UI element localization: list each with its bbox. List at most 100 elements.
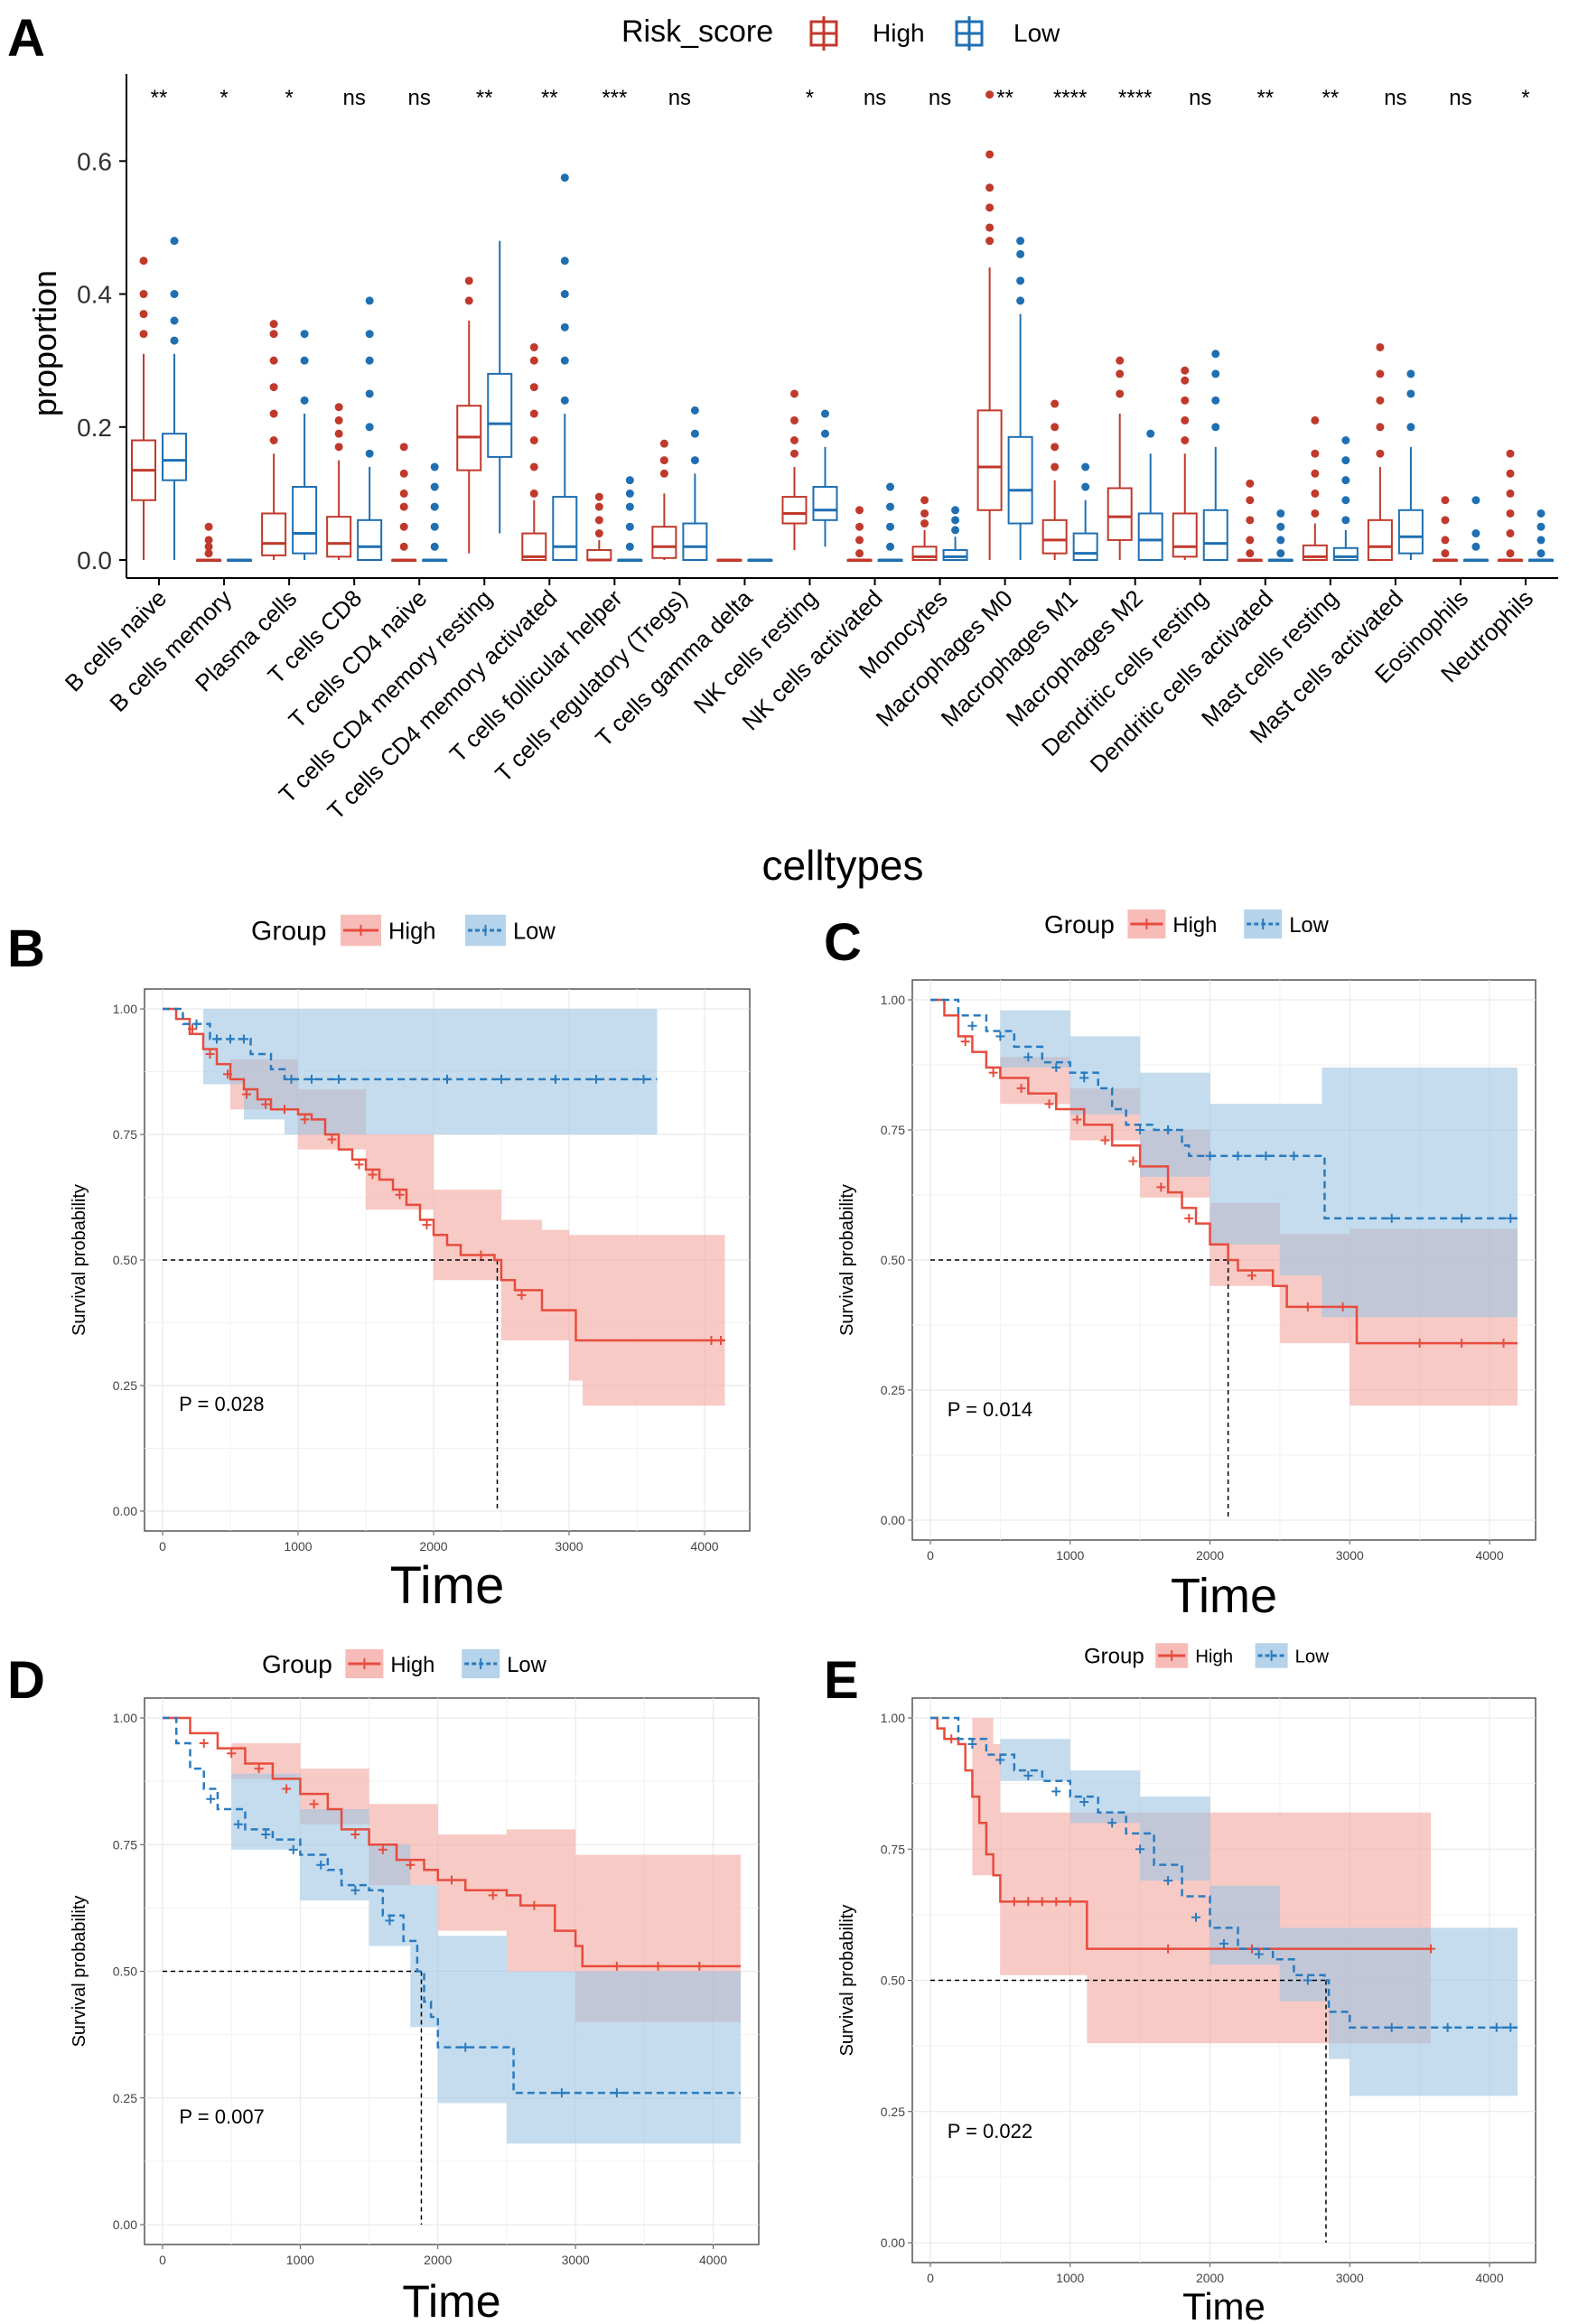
boxplot-a-outlier: [300, 356, 309, 365]
boxplot-a-box-high: [1302, 415, 1328, 561]
boxplot-a-significance: ***: [602, 86, 627, 110]
boxplot-a-outlier: [985, 237, 995, 246]
km-b-censor-mark: [188, 1024, 197, 1034]
km-e-censor-mark: [1079, 1797, 1089, 1806]
km-d-censor-mark: [206, 1794, 216, 1804]
boxplot-a-outlier: [985, 223, 995, 232]
boxplot-a-iqr: [326, 516, 352, 558]
boxplot-a-outlier: [1311, 469, 1320, 478]
km-b-censor-mark: [395, 1190, 405, 1199]
boxplot-a-outlier: [625, 542, 634, 551]
boxplot-a-iqr: [781, 496, 808, 525]
km-d-xlabel: Time: [402, 2276, 500, 2324]
km-c-legend: Group High Low: [1044, 909, 1330, 939]
km-d-censor-mark: [378, 1844, 388, 1854]
km-e-censor-mark: [1254, 1949, 1264, 1959]
boxplot-a-outlier: [1311, 449, 1320, 458]
km-c-xtick-label: 4000: [1475, 1548, 1503, 1563]
km-c-xtick-label: 2000: [1196, 1548, 1224, 1563]
km-b-xtick-label: 3000: [555, 1539, 583, 1554]
boxplot-a-outlier: [1441, 516, 1450, 525]
km-b-censor-mark: [261, 1099, 270, 1109]
boxplot-a-outlier: [204, 522, 213, 531]
boxplot-a-outlier: [139, 310, 148, 319]
km-b-censor-mark: [226, 1034, 235, 1044]
km-b-xtick-label: 4000: [690, 1539, 718, 1554]
boxplot-a-box-low: [1072, 462, 1098, 561]
boxplot-a-iqr: [1202, 509, 1228, 562]
boxplot-a-iqr: [1397, 509, 1424, 555]
km-d-xtick-label: 3000: [562, 2253, 590, 2267]
km-plot-d: 0.00 0.25 0.50 0.75 1.00 0 1000 2000 3000 4000 Sur…: [70, 1648, 760, 2324]
boxplot-a-outlier: [365, 423, 374, 432]
km-b-censor-mark: [286, 1074, 296, 1084]
km-d-ytick-label: 0.75: [113, 1837, 137, 1852]
km-e-censor-mark: [1163, 1944, 1173, 1954]
boxplot-a-outlier: [334, 403, 343, 412]
panel-letter-c: C: [824, 913, 862, 972]
legend-a-label-low: Low: [1013, 19, 1060, 47]
km-c-legend-label: Low: [1289, 913, 1329, 938]
boxplot-a-iqr: [651, 526, 677, 559]
boxplot-a-outlier: [1376, 423, 1385, 432]
boxplot-a-outlier: [430, 522, 439, 531]
legend-a-title: Risk_score: [621, 14, 773, 49]
boxplot-a-box-low: [747, 558, 773, 562]
km-d-legend: Group High Low: [262, 1648, 547, 1679]
boxplot-a-outlier: [399, 443, 408, 452]
km-plot-b: 0.00 0.25 0.50 0.75 1.00 0 1000 2000 3000 4000 Sur…: [70, 914, 751, 1615]
boxplot-a-outlier: [430, 482, 439, 491]
boxplot-a-box-high: [846, 506, 873, 562]
km-c-ytick-label: 1.00: [881, 993, 905, 1007]
km-c-censor-mark: [1457, 1213, 1467, 1223]
km-e-legend: Group High Low: [1084, 1643, 1329, 1668]
km-b-censor-mark: [327, 1134, 337, 1144]
km-b-censor-mark: [476, 1250, 486, 1260]
boxplot-a-outlier: [1311, 415, 1320, 425]
boxplot-a-iqr: [162, 433, 188, 481]
boxplot-a-outlier: [855, 522, 864, 531]
boxplot-a-outlier: [1506, 529, 1515, 538]
boxplot-a-box-low: [812, 409, 838, 547]
km-d-ytick-label: 1.00: [113, 1711, 137, 1725]
boxplot-a-iqr: [1137, 512, 1163, 562]
boxplot-a-significance: ns: [342, 86, 365, 110]
boxplot-a-iqr: [292, 486, 318, 555]
boxplot-a-outlier: [1471, 496, 1480, 505]
km-c-ytick-label: 0.25: [881, 1383, 905, 1397]
km-e-censor-mark: [1037, 1897, 1047, 1907]
km-e-censor-mark: [1426, 1944, 1436, 1954]
km-c-censor-mark: [1205, 1151, 1215, 1161]
km-d-ytick-label: 0.00: [113, 2217, 137, 2232]
boxplot-a-box-high: [1107, 356, 1133, 560]
km-c-legend-label: High: [1172, 913, 1217, 938]
boxplot-a-outlier: [560, 396, 569, 405]
boxplot-a-outlier: [269, 383, 278, 392]
km-d-xtick-label: 2000: [424, 2253, 452, 2267]
km-b-censor-mark: [706, 1335, 716, 1345]
boxplot-a-outlier: [1246, 496, 1255, 505]
km-b-censor-mark: [422, 1220, 432, 1230]
km-c-censor-mark: [967, 1021, 977, 1031]
boxplot-a-outlier: [399, 542, 408, 551]
boxplot-a-ytick-label: 0.6: [77, 147, 112, 175]
km-c-censor-mark: [1156, 1182, 1166, 1192]
boxplot-a-outlier: [269, 330, 278, 339]
boxplot-a-outlier: [365, 296, 374, 305]
km-d-censor-mark: [316, 1860, 326, 1870]
boxplot-a-outlier: [464, 276, 473, 285]
boxplot-a-box-high: [261, 320, 287, 560]
boxplot-a-outlier: [789, 389, 799, 398]
km-e-censor-mark: [995, 1755, 1005, 1765]
boxplot-a-ylabel: proportion: [26, 270, 63, 416]
km-plot-e: 0.00 0.25 0.50 0.75 1.00 0 1000 2000 3000 4000 Sur…: [837, 1643, 1536, 2324]
km-b-xtick-label: 2000: [419, 1539, 447, 1554]
km-e-legend-title: Group: [1084, 1644, 1144, 1668]
boxplot-a-significance: ****: [1118, 86, 1152, 110]
km-b-ytick-label: 0.75: [113, 1127, 137, 1142]
boxplot-a-outlier: [1081, 482, 1090, 491]
boxplot-a-box-low: [357, 296, 383, 561]
km-e-censor-mark: [1443, 2022, 1452, 2032]
boxplot-a-outlier: [1211, 396, 1220, 405]
boxplot-a-outlier: [560, 322, 569, 331]
